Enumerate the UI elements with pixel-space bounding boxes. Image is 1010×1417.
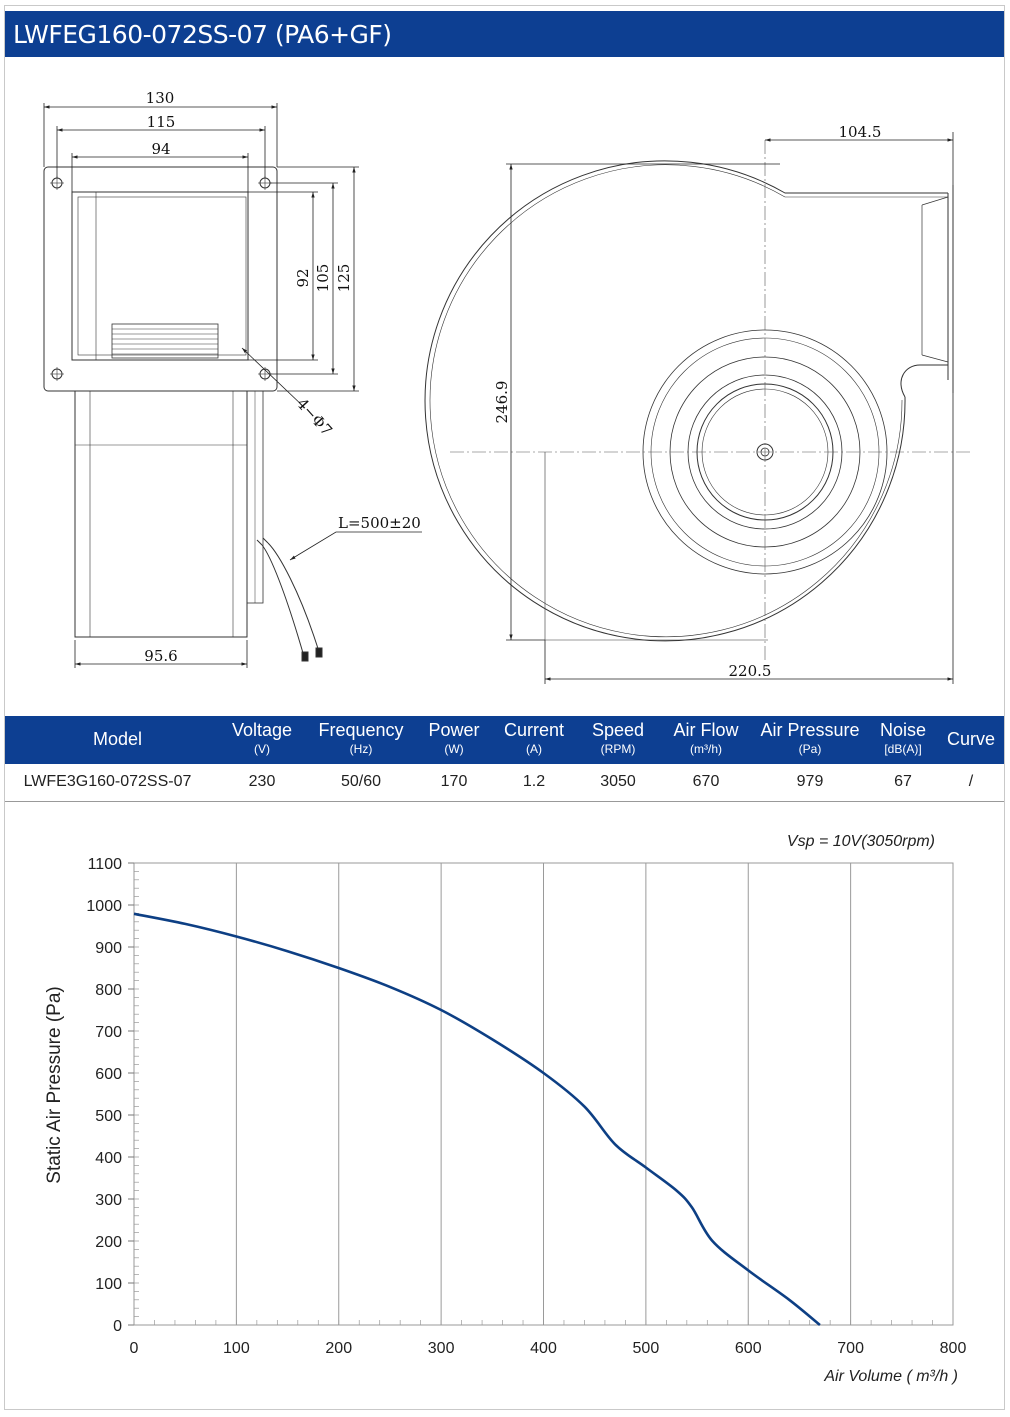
y-axis-label: Static Air Pressure (Pa) bbox=[44, 986, 65, 1183]
cell-frequency: 50/60 bbox=[340, 773, 382, 790]
header-model: Model bbox=[92, 729, 143, 749]
header-air-flow: Air Flow (m³/h) bbox=[673, 720, 739, 756]
y-tick-label: 900 bbox=[95, 940, 122, 957]
x-tick-label: 300 bbox=[428, 1340, 455, 1357]
outlet-opening bbox=[71, 191, 249, 361]
dim-92: 92 bbox=[294, 268, 312, 287]
spec-table-header: Model Voltage (V) Frequency (Hz) Power (W) … bbox=[5, 716, 1004, 764]
dim-holes: 4−Φ7 bbox=[293, 395, 336, 440]
performance-chart: 0 100 200 300 400 500 600 700 800 0 100 200 300 400 5… bbox=[44, 833, 967, 1385]
y-tick-label: 200 bbox=[95, 1234, 122, 1251]
y-tick-label: 100 bbox=[95, 1276, 122, 1293]
header-air-pressure: Air Pressure (Pa) bbox=[760, 720, 860, 756]
x-tick-label: 400 bbox=[530, 1340, 557, 1357]
dim-125: 125 bbox=[335, 264, 353, 293]
page-frame bbox=[4, 5, 1005, 1410]
y-tick-label: 500 bbox=[95, 1108, 122, 1125]
y-axis-ticks: 0 100 200 300 400 500 600 700 800 900 1000 1100 bbox=[86, 856, 122, 1335]
dim-130: 130 bbox=[146, 89, 175, 107]
y-tick-label: 0 bbox=[113, 1318, 122, 1335]
y-tick-label: 800 bbox=[95, 982, 122, 999]
cell-curve: / bbox=[968, 773, 974, 790]
header-voltage: Voltage (V) bbox=[231, 720, 293, 756]
dim-115: 115 bbox=[147, 113, 176, 131]
dim-246-9: 246.9 bbox=[493, 381, 511, 424]
dim-220-5: 220.5 bbox=[729, 662, 772, 680]
chart-annotation: Vsp = 10V(3050rpm) bbox=[787, 833, 935, 850]
y-tick-label: 300 bbox=[95, 1192, 122, 1209]
y-tick-label: 1100 bbox=[88, 856, 123, 873]
scroll-housing bbox=[424, 160, 948, 642]
cell-power: 170 bbox=[440, 773, 468, 790]
chart-grid bbox=[133, 862, 954, 1326]
page-title: LWFEG160-072SS-07 (PA6+GF) bbox=[13, 20, 392, 49]
x-tick-label: 200 bbox=[325, 1340, 352, 1357]
header-frequency: Frequency (Hz) bbox=[318, 720, 404, 756]
y-tick-label: 600 bbox=[95, 1066, 122, 1083]
cell-speed: 3050 bbox=[600, 773, 636, 790]
y-tick-label: 1000 bbox=[86, 898, 122, 915]
cell-current: 1.2 bbox=[522, 773, 546, 790]
x-tick-label: 100 bbox=[223, 1340, 250, 1357]
x-tick-label: 700 bbox=[837, 1340, 864, 1357]
header-current: Current (A) bbox=[503, 720, 565, 756]
x-axis-label: Air Volume ( m³/h ) bbox=[823, 1368, 958, 1385]
header-speed: Speed (RPM) bbox=[591, 720, 645, 756]
x-tick-label: 500 bbox=[633, 1340, 660, 1357]
dim-95-6: 95.6 bbox=[144, 647, 177, 665]
dim-94: 94 bbox=[151, 140, 170, 158]
cell-model: LWFE3G160-072SS-07 bbox=[23, 773, 192, 790]
y-tick-label: 700 bbox=[95, 1024, 122, 1041]
dim-104-5: 104.5 bbox=[839, 123, 882, 141]
header-power: Power (W) bbox=[428, 720, 480, 756]
header-curve: Curve bbox=[946, 729, 995, 749]
cell-air-pressure: 979 bbox=[796, 773, 824, 790]
technical-drawing: 130 115 94 92 105 125 4−Φ7 L=500±20 95.6 bbox=[43, 89, 970, 684]
spec-table-row: LWFE3G160-072SS-07 230 50/60 170 1.2 305… bbox=[5, 764, 1004, 800]
chart-minor-ticks bbox=[128, 862, 954, 1326]
x-tick-label: 0 bbox=[130, 1340, 139, 1357]
cell-noise: 67 bbox=[894, 773, 912, 790]
dim-cable-length: L=500±20 bbox=[338, 514, 421, 532]
performance-curve bbox=[133, 912, 821, 1327]
cell-voltage: 230 bbox=[248, 773, 276, 790]
x-tick-label: 600 bbox=[735, 1340, 762, 1357]
x-tick-label: 800 bbox=[940, 1340, 967, 1357]
front-view bbox=[43, 166, 323, 662]
mounting-flange bbox=[43, 166, 278, 392]
chart-series bbox=[133, 912, 821, 1327]
dim-105: 105 bbox=[314, 264, 332, 293]
cell-air-flow: 670 bbox=[692, 773, 720, 790]
y-tick-label: 400 bbox=[95, 1150, 122, 1167]
x-axis-ticks: 0 100 200 300 400 500 600 700 800 bbox=[130, 1340, 967, 1357]
title-bar: LWFEG160-072SS-07 (PA6+GF) bbox=[5, 11, 1004, 57]
table-divider bbox=[5, 801, 1004, 802]
header-noise: Noise [dB(A)] bbox=[879, 720, 927, 756]
